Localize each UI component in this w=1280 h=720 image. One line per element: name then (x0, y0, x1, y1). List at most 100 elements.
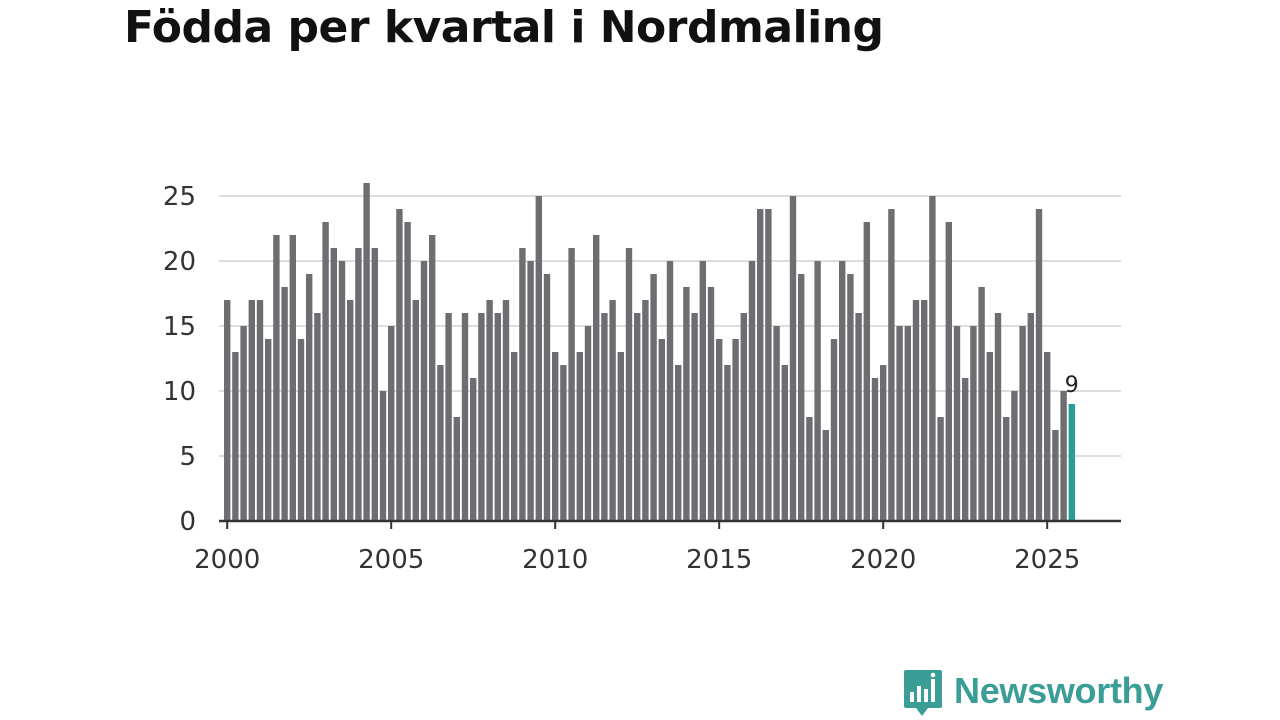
bar (330, 248, 337, 521)
bar (355, 248, 362, 521)
bar (568, 248, 575, 521)
bar (1019, 326, 1026, 521)
bar (404, 222, 411, 521)
bar (281, 287, 288, 521)
bar (1027, 313, 1034, 521)
bar (338, 261, 346, 521)
bar (962, 378, 969, 521)
bar (527, 261, 534, 521)
bar (986, 352, 993, 521)
bar (675, 365, 682, 521)
bar (256, 300, 264, 521)
bar (273, 235, 280, 521)
bar (691, 313, 698, 521)
bar (929, 196, 936, 521)
bar (904, 326, 911, 521)
bar (781, 365, 788, 521)
bar (593, 235, 600, 521)
bar (953, 326, 961, 521)
bar (789, 196, 797, 521)
bar (429, 235, 436, 521)
bar (871, 378, 879, 521)
y-tick-label: 5 (179, 442, 196, 472)
bar-chart-speech-bubble-icon (904, 670, 942, 716)
bar (642, 300, 649, 521)
bar (830, 339, 838, 521)
bar (297, 339, 305, 521)
bar (634, 313, 641, 521)
chart-title: Födda per kvartal i Nordmaling (124, 2, 884, 53)
newsworthy-logo: Newsworthy (902, 668, 1163, 720)
bar (560, 365, 567, 521)
bar (437, 365, 444, 521)
bar (970, 326, 977, 521)
bar (543, 274, 551, 521)
bar (740, 313, 747, 521)
bar (347, 300, 354, 521)
bar (412, 300, 419, 521)
bar-highlight (1068, 404, 1075, 521)
bar (601, 313, 608, 521)
bar (847, 274, 854, 521)
y-tick-label: 10 (163, 377, 196, 407)
bar (609, 300, 616, 521)
bar (486, 300, 493, 521)
y-axis-ticks: 0 5 10 15 20 25 (163, 182, 196, 537)
bar (379, 391, 387, 521)
bar (371, 248, 378, 521)
brand-name: Newsworthy (954, 670, 1164, 711)
bar (494, 313, 501, 521)
bar (1035, 209, 1043, 521)
bar (855, 313, 862, 521)
bar (1011, 391, 1018, 521)
bars (224, 183, 1075, 521)
x-axis-ticks: 2000 2005 2010 2015 2020 2025 (194, 521, 1080, 575)
bar (757, 209, 764, 521)
bar (363, 183, 370, 521)
bar (445, 313, 452, 521)
bar (994, 313, 1002, 521)
y-tick-label: 15 (163, 312, 196, 342)
bar (1052, 430, 1059, 521)
bar (420, 261, 428, 521)
bar (978, 287, 985, 521)
x-tick-label: 2015 (686, 545, 752, 575)
bar (1044, 352, 1051, 521)
bar (535, 196, 542, 521)
bar (322, 222, 329, 521)
bar (707, 287, 715, 521)
bar (912, 300, 920, 521)
bar (265, 339, 272, 521)
bar (248, 300, 255, 521)
bar (798, 274, 805, 521)
bar (863, 222, 870, 521)
data-label-latest: 9 (1065, 373, 1079, 398)
bar (806, 417, 813, 521)
bar (502, 300, 510, 521)
bar (888, 209, 895, 521)
x-tick-label: 2005 (358, 545, 424, 575)
bar (896, 326, 903, 521)
y-tick-label: 25 (163, 182, 196, 212)
bar (814, 261, 821, 521)
bar (822, 430, 829, 521)
bar (224, 300, 231, 521)
y-tick-label: 20 (163, 247, 196, 277)
x-tick-label: 2010 (522, 545, 588, 575)
bar (306, 274, 313, 521)
bar (576, 352, 583, 521)
bar (921, 300, 928, 521)
bar (240, 326, 247, 521)
data-labels: 9 (1065, 373, 1079, 398)
bar (699, 261, 706, 521)
bar (937, 417, 944, 521)
bar (314, 313, 321, 521)
bar (748, 261, 756, 521)
bar (519, 248, 526, 521)
bar (1060, 391, 1067, 521)
bar (625, 248, 633, 521)
bar (511, 352, 518, 521)
bar (658, 339, 665, 521)
bar (683, 287, 690, 521)
